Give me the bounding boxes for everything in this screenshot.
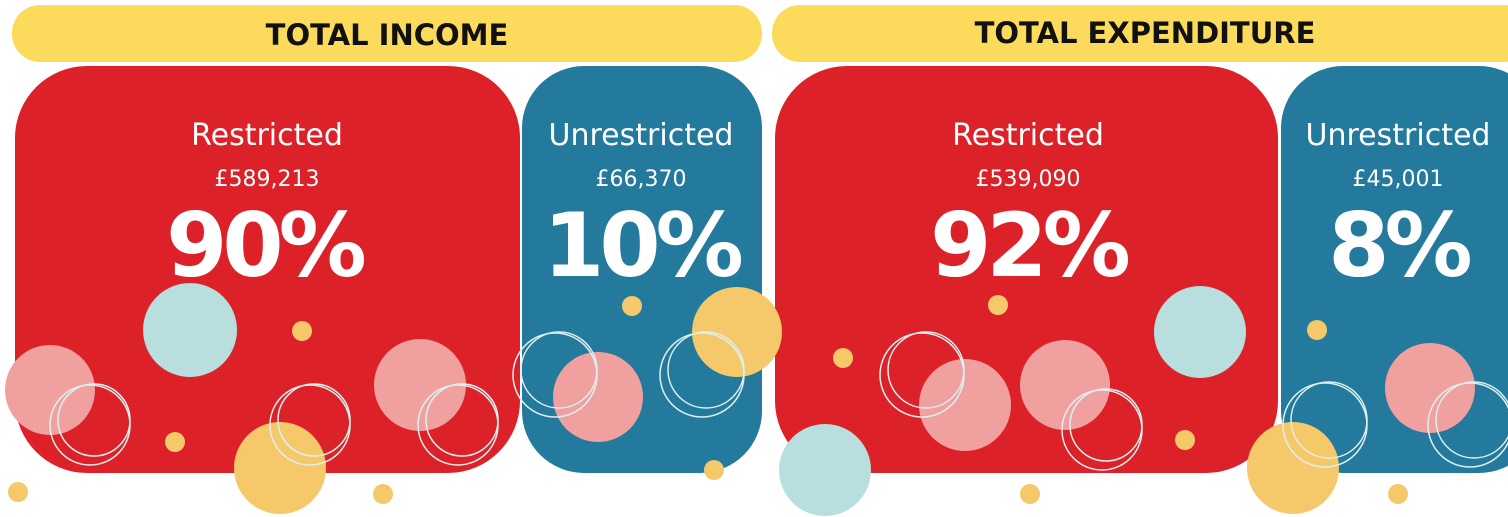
card-label: Unrestricted [1306,118,1491,153]
card-amount: £539,090 [976,167,1081,192]
decor [5,5,1508,516]
card-amount: £589,213 [215,167,320,192]
card-label: Restricted [952,118,1104,153]
card-percent: 10% [543,194,741,297]
card-label: Unrestricted [549,118,734,153]
panel-title: TOTAL INCOME [266,18,509,52]
card-amount: £45,001 [1353,167,1444,192]
card-percent: 8% [1328,194,1470,297]
card-amount: £66,370 [596,167,687,192]
panel-title: TOTAL EXPENDITURE [975,16,1316,50]
card-label: Restricted [191,118,343,153]
card-percent: 90% [166,194,364,297]
card-percent: 92% [930,194,1128,297]
